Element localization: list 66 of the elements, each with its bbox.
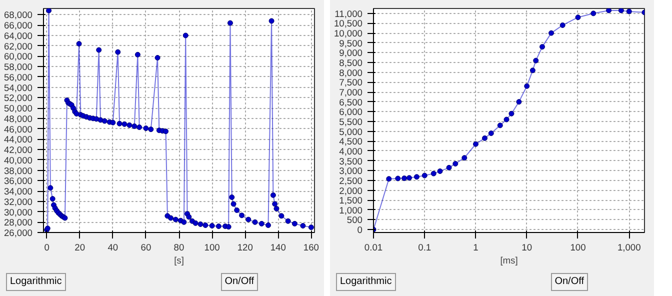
x-tick-label: 100 xyxy=(570,242,586,252)
y-tick-label: 2,000 xyxy=(339,186,362,196)
y-tick-label: 26,000 xyxy=(4,228,32,238)
y-tick-label: 3,500 xyxy=(339,156,362,166)
x-axis-title: [ms] xyxy=(500,256,518,266)
y-tick-label: 2,500 xyxy=(339,176,362,186)
y-tick-label: 11,000 xyxy=(334,8,363,19)
x-tick-label: 80 xyxy=(174,242,184,252)
y-tick-label: 0 xyxy=(357,225,363,236)
y-tick-label: 38,000 xyxy=(4,166,32,176)
y-tick-label: 62,000 xyxy=(4,41,32,52)
x-tick-label: 10 xyxy=(522,242,532,252)
text: Logarithmic xyxy=(10,275,62,289)
y-tick-label: 30,000 xyxy=(4,207,32,218)
x-tick-label: 140 xyxy=(270,242,286,252)
x-tick-label: 0.01 xyxy=(364,242,383,252)
y-tick-label: 5,000 xyxy=(339,126,362,137)
y-tick-label: 500 xyxy=(346,215,363,226)
text: On/Off xyxy=(554,275,584,289)
x-tick-label: 20 xyxy=(74,242,86,252)
x-tick-label: 0 xyxy=(44,242,50,252)
y-tick-label: 3,000 xyxy=(339,166,362,176)
y-tick-label: 4,000 xyxy=(339,146,362,156)
y-tick-label: 6,500 xyxy=(339,97,362,108)
x-tick-label: 160 xyxy=(303,242,319,252)
y-tick-label: 28,000 xyxy=(4,218,32,228)
y-tick-label: 64,000 xyxy=(4,30,32,41)
y-tick-label: 4,500 xyxy=(339,136,362,147)
y-tick-label: 42,000 xyxy=(4,145,32,156)
y-tick-label: 7,000 xyxy=(339,88,362,98)
x-tick-label: 0.1 xyxy=(418,242,432,252)
y-tick-label: 58,000 xyxy=(4,62,32,72)
y-tick-label: 40,000 xyxy=(4,155,32,166)
y-tick-label: 1,500 xyxy=(339,196,362,206)
text: Logarithmic xyxy=(340,275,392,289)
y-tick-label: 10,500 xyxy=(334,18,362,29)
x-tick-label: 100 xyxy=(204,242,220,252)
y-tick-label: 52,000 xyxy=(4,93,32,104)
x-tick-label: 1,000 xyxy=(617,242,641,252)
y-tick-label: 7,500 xyxy=(339,78,362,88)
y-tick-label: 48,000 xyxy=(4,114,32,124)
y-tick-label: 6,000 xyxy=(339,107,362,118)
x-tick-label: 1 xyxy=(473,242,478,252)
y-tick-label: 8,000 xyxy=(339,68,362,78)
y-tick-label: 1,000 xyxy=(339,205,362,216)
y-tick-label: 8,500 xyxy=(339,58,362,68)
y-tick-label: 9,000 xyxy=(339,48,362,58)
y-tick-label: 32,000 xyxy=(4,196,32,207)
y-tick-label: 10,000 xyxy=(334,28,362,39)
y-tick-label: 44,000 xyxy=(4,134,32,145)
x-tick-label: 60 xyxy=(140,242,152,252)
y-tick-label: 66,000 xyxy=(4,20,32,31)
y-tick-label: 54,000 xyxy=(4,82,32,93)
y-tick-label: 56,000 xyxy=(4,72,32,82)
x-axis-title: [s] xyxy=(174,256,184,266)
y-tick-label: 36,000 xyxy=(4,176,32,186)
y-tick-label: 60,000 xyxy=(4,52,32,62)
y-tick-label: 9,500 xyxy=(339,38,362,48)
y-tick-label: 46,000 xyxy=(4,124,32,134)
y-tick-label: 34,000 xyxy=(4,186,32,197)
text: On/Off xyxy=(224,275,254,289)
x-tick-label: 40 xyxy=(108,242,118,252)
y-tick-label: 68,000 xyxy=(4,10,32,20)
x-tick-label: 120 xyxy=(237,242,253,252)
y-tick-label: 5,500 xyxy=(339,116,362,127)
y-tick-label: 50,000 xyxy=(4,104,32,114)
